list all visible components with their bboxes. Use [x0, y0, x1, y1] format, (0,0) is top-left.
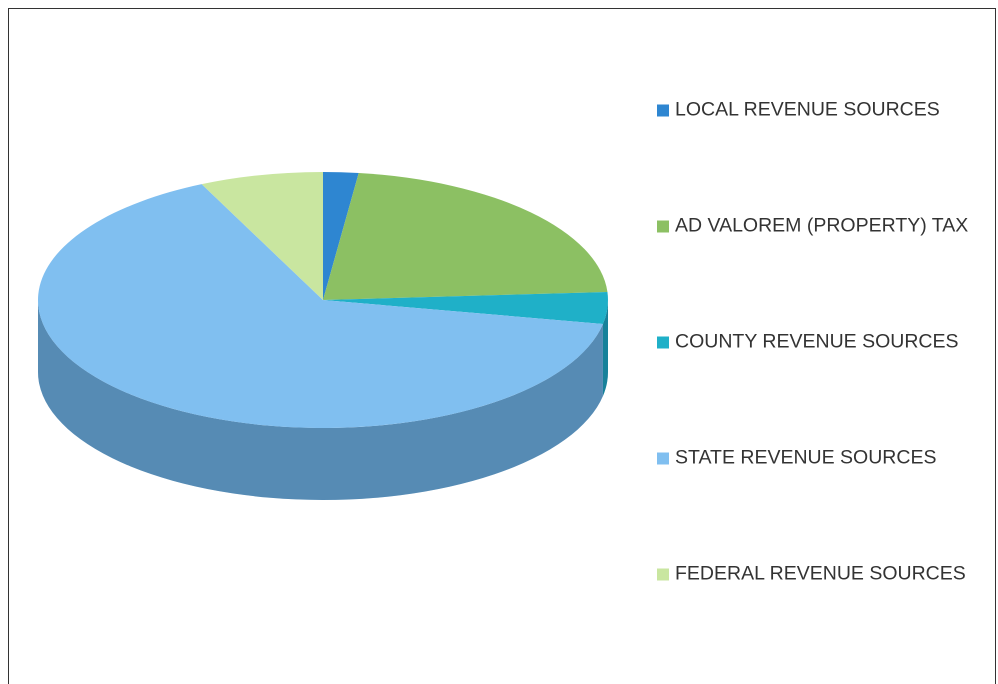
- legend-label: STATE REVENUE SOURCES: [675, 446, 937, 469]
- legend-label: FEDERAL REVENUE SOURCES: [675, 562, 966, 585]
- pie-side-shade: [38, 300, 603, 500]
- pie-slice: [37, 184, 603, 428]
- legend-label: COUNTY REVENUE SOURCES: [675, 330, 959, 353]
- legend-item: LOCAL REVENUE SOURCES: [655, 95, 975, 126]
- legend-item: COUNTY REVENUE SOURCES: [655, 327, 975, 358]
- legend-swatch: [657, 104, 669, 117]
- pie-slice: [201, 172, 323, 300]
- pie-slice: [323, 173, 608, 300]
- legend-swatch: [657, 568, 669, 581]
- legend-item: FEDERAL REVENUE SOURCES: [655, 559, 975, 590]
- legend-swatch: [657, 452, 669, 465]
- legend-swatch: [657, 220, 669, 233]
- legend-label: AD VALOREM (PROPERTY) TAX: [675, 214, 969, 237]
- pie-slice: [323, 172, 359, 300]
- legend-item: STATE REVENUE SOURCES: [655, 443, 975, 474]
- pie-side-shade: [602, 300, 608, 396]
- pie-side: [602, 300, 608, 396]
- legend-label: LOCAL REVENUE SOURCES: [675, 98, 940, 121]
- pie-slice: [323, 291, 609, 324]
- legend-item: AD VALOREM (PROPERTY) TAX: [655, 211, 975, 242]
- legend-swatch: [657, 336, 669, 349]
- chart-frame: [8, 8, 996, 684]
- pie-side: [38, 300, 603, 500]
